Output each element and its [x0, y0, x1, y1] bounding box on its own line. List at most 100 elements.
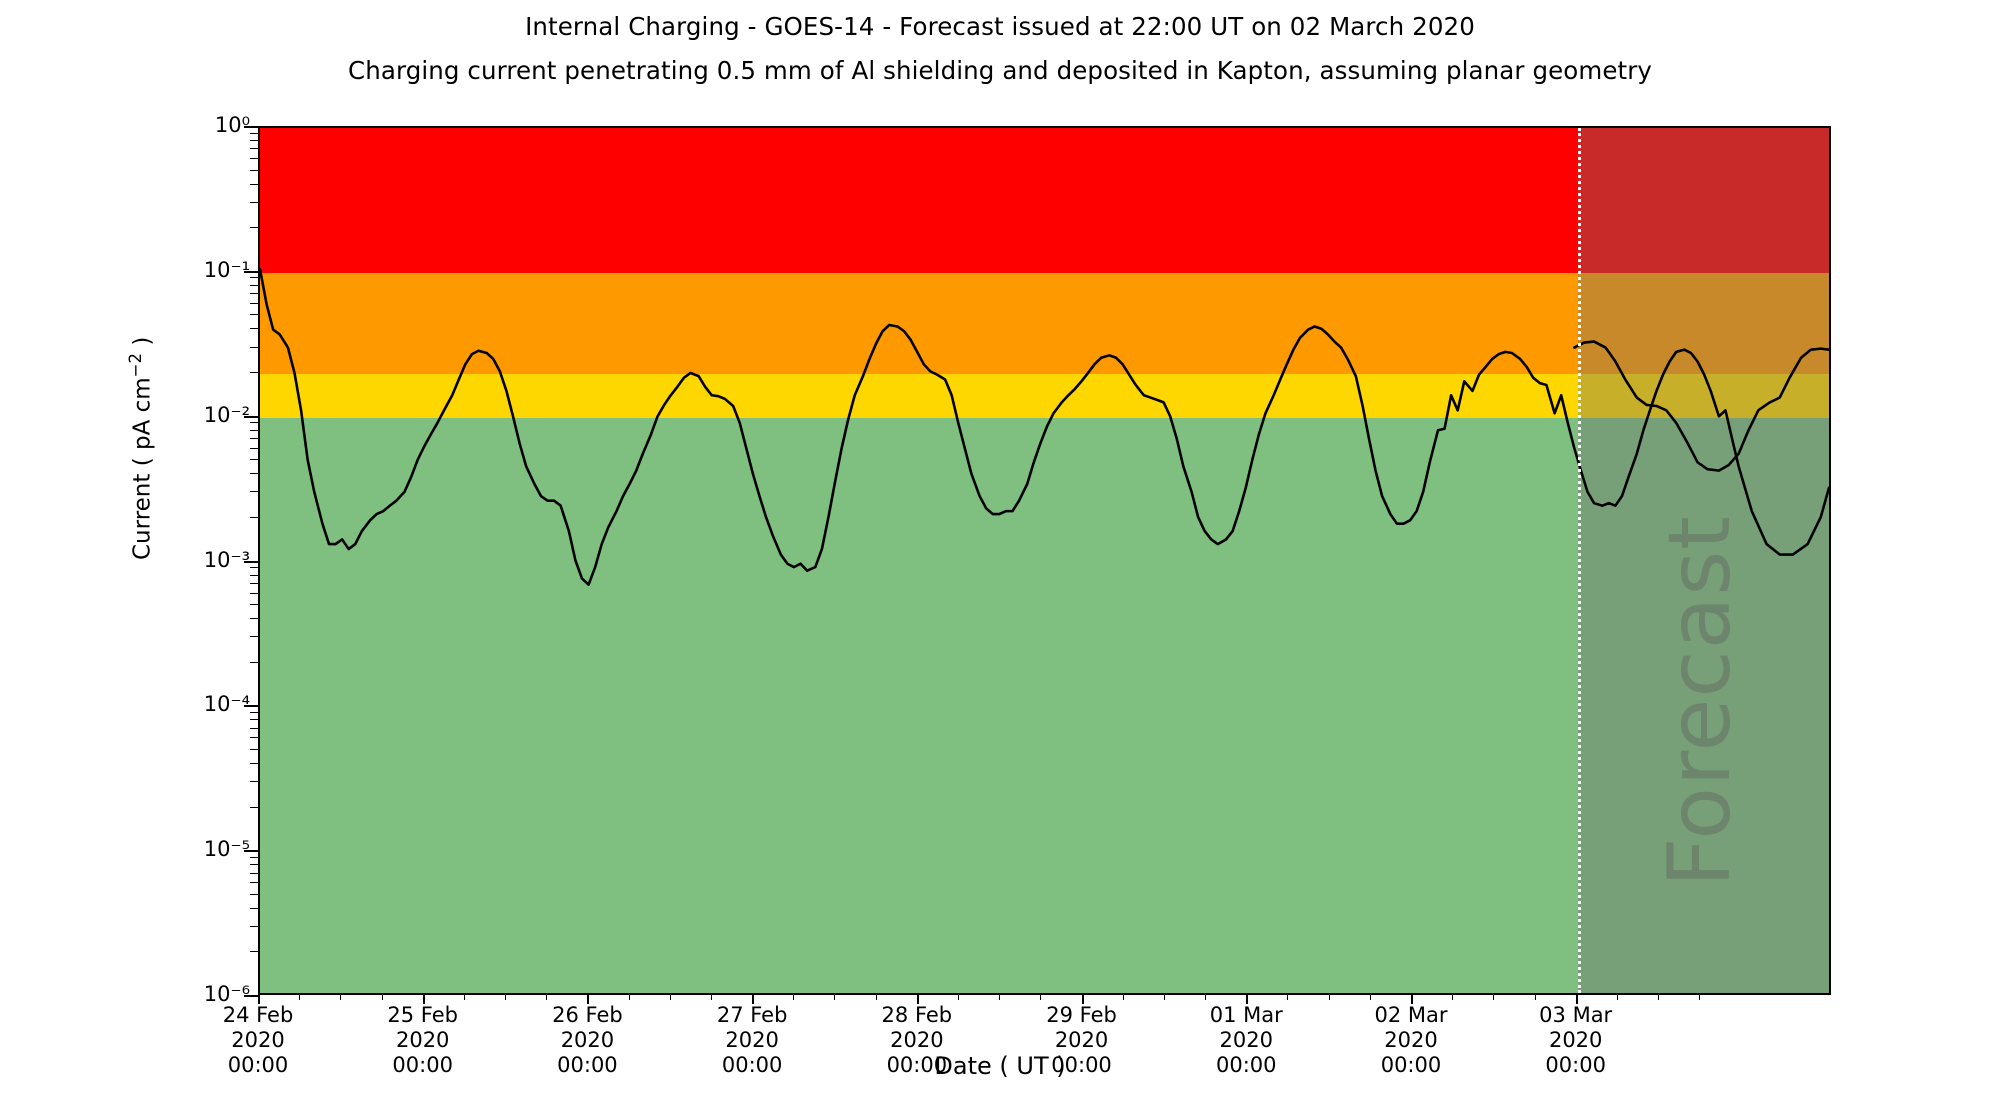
y-tick-mark	[244, 560, 258, 563]
y-tick-label: 10⁻⁶	[203, 982, 250, 1006]
x-tick-label-time: 00:00	[1051, 1053, 1112, 1077]
x-tick-label-year: 2020	[1219, 1028, 1273, 1052]
x-tick-mark	[1246, 995, 1249, 1004]
y-tick-minor	[250, 516, 258, 518]
y-tick-minor	[250, 314, 258, 316]
current-trace	[260, 267, 1829, 586]
x-tick-label-year: 2020	[395, 1028, 450, 1052]
x-tick-label-day: 28 Feb	[881, 1003, 953, 1027]
x-tick-label-year: 2020	[560, 1028, 615, 1052]
y-tick-minor	[250, 473, 258, 475]
y-tick-label: 10⁻³	[203, 547, 250, 572]
y-tick-minor	[250, 711, 258, 713]
threshold-band-moderate	[260, 272, 1829, 375]
x-tick-label-day: 02 Mar	[1374, 1003, 1448, 1027]
y-tick-minor	[250, 604, 258, 606]
x-tick-mark	[1410, 995, 1413, 1004]
y-tick-minor	[250, 328, 258, 330]
y-tick-minor	[250, 447, 258, 449]
y-tick-minor	[250, 227, 258, 229]
x-tick-label-time: 00:00	[557, 1053, 618, 1077]
y-tick-mark	[244, 415, 258, 418]
y-tick-minor	[250, 302, 258, 304]
y-tick-minor	[250, 856, 258, 858]
x-tick-label-time: 00:00	[721, 1053, 783, 1077]
forecast-divider-line	[1577, 128, 1581, 993]
y-tick-minor	[250, 781, 258, 783]
y-tick-mark	[244, 850, 258, 853]
x-axis-label: Date ( UT )	[934, 1052, 1066, 1080]
x-tick-minor	[1493, 995, 1495, 1000]
x-tick-label-day: 29 Feb	[1046, 1003, 1117, 1027]
x-tick-label-time: 00:00	[227, 1053, 289, 1077]
y-tick-minor	[250, 491, 258, 493]
x-tick-label-time: 00:00	[1380, 1053, 1442, 1077]
y-tick-minor	[250, 169, 258, 171]
y-tick-label: 10⁻⁵	[203, 837, 250, 862]
y-tick-minor	[250, 737, 258, 739]
x-tick-label-year: 2020	[1384, 1028, 1438, 1052]
y-tick-minor	[250, 582, 258, 584]
y-tick-mark	[244, 126, 258, 128]
x-tick-label: 27 Feb 2020 00:00	[717, 1003, 788, 1078]
x-tick-minor	[505, 995, 507, 1000]
x-tick-minor	[1040, 995, 1042, 1000]
x-tick-label-year: 2020	[890, 1028, 944, 1052]
y-tick-minor	[250, 574, 258, 576]
y-tick-minor	[250, 567, 258, 569]
x-tick-label-time: 00:00	[392, 1053, 453, 1077]
x-tick-minor	[669, 995, 671, 1000]
x-tick-label-year: 2020	[1548, 1028, 1603, 1052]
x-tick-label-year: 2020	[1054, 1028, 1109, 1052]
x-tick-minor	[1287, 995, 1289, 1000]
y-tick-minor	[250, 951, 258, 953]
y-tick-mark	[244, 995, 258, 997]
y-tick-minor	[250, 748, 258, 750]
y-tick-minor	[250, 438, 258, 440]
y-tick-minor	[250, 864, 258, 866]
threshold-band-elevated	[260, 374, 1829, 418]
x-tick-label-time: 00:00	[1216, 1053, 1277, 1077]
x-tick-label-day: 01 Mar	[1209, 1003, 1283, 1027]
x-tick-minor	[875, 995, 877, 1000]
trace-line-1	[1573, 340, 1829, 472]
x-tick-label-day: 26 Feb	[552, 1003, 623, 1027]
threshold-band-low	[260, 417, 1829, 993]
x-tick-label-time: 00:00	[1545, 1053, 1606, 1077]
y-tick-minor	[250, 806, 258, 808]
y-axis-label-text: Current ( pA cm	[129, 377, 156, 560]
x-tick-mark	[258, 995, 260, 1004]
trace-line-0	[260, 267, 1829, 586]
x-tick-label-year: 2020	[231, 1028, 285, 1052]
x-tick-label: 01 Mar 2020 00:00	[1210, 1003, 1283, 1078]
x-tick-minor	[1534, 995, 1536, 1000]
x-tick-minor	[381, 995, 383, 1000]
x-tick-label: 29 Feb 2020 00:00	[1046, 1003, 1117, 1078]
x-tick-label-day: 25 Feb	[387, 1003, 458, 1027]
y-tick-minor	[250, 284, 258, 286]
x-tick-minor	[958, 995, 960, 1000]
x-tick-label: 03 Mar 2020 00:00	[1539, 1003, 1612, 1078]
x-tick-minor	[1328, 995, 1330, 1000]
x-tick-minor	[793, 995, 795, 1000]
x-tick-minor	[1699, 995, 1701, 1000]
chart-title: Internal Charging - GOES-14 - Forecast i…	[525, 12, 1475, 41]
y-tick-minor	[250, 148, 258, 150]
y-tick-minor	[250, 907, 258, 909]
x-tick-minor	[546, 995, 548, 1000]
y-tick-minor	[250, 429, 258, 431]
y-tick-minor	[250, 183, 258, 185]
x-tick-label: 26 Feb 2020 00:00	[552, 1003, 623, 1078]
x-tick-minor	[1658, 995, 1660, 1000]
x-tick-minor	[999, 995, 1001, 1000]
x-tick-minor	[628, 995, 630, 1000]
x-tick-mark	[1575, 995, 1578, 1004]
x-tick-mark	[587, 995, 590, 1004]
x-tick-label-time: 00:00	[886, 1053, 948, 1077]
x-tick-label-day: 24 Feb	[222, 1003, 294, 1027]
y-tick-mark	[244, 705, 258, 708]
y-tick-minor	[250, 158, 258, 160]
y-axis-label: Current ( pA cm−2 )	[126, 337, 156, 560]
y-tick-minor	[250, 422, 258, 424]
y-tick-minor	[250, 132, 258, 134]
